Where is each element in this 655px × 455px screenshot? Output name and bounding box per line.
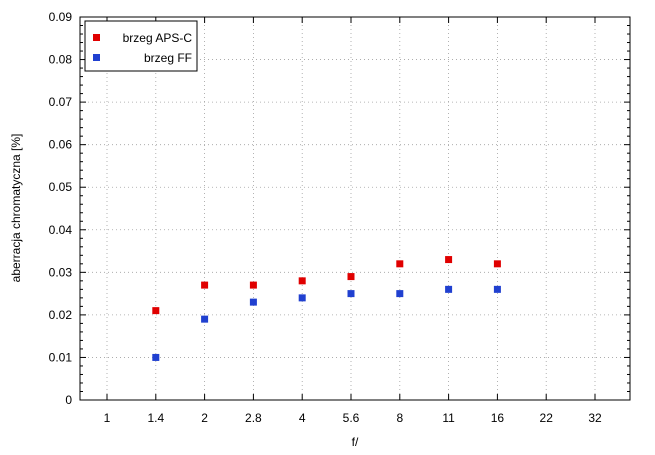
plot-frame bbox=[79, 16, 631, 401]
data-point-ff bbox=[152, 353, 160, 361]
x-tick-label: 1.4 bbox=[147, 411, 164, 425]
x-axis-title: f/ bbox=[352, 435, 359, 449]
data-point-ff bbox=[249, 298, 257, 306]
data-point-aps-c bbox=[396, 260, 404, 268]
x-tick-label: 2.8 bbox=[245, 411, 262, 425]
y-tick-label: 0.03 bbox=[49, 265, 73, 279]
x-tick-label: 8 bbox=[396, 411, 403, 425]
y-tick-label: 0.07 bbox=[49, 95, 73, 109]
data-point-aps-c bbox=[152, 307, 160, 315]
legend-label-ff: brzeg FF bbox=[144, 51, 192, 65]
y-tick-label: 0.02 bbox=[49, 308, 73, 322]
y-tick-label: 0.09 bbox=[49, 10, 73, 24]
legend-marker-ff bbox=[93, 54, 100, 61]
data-point-aps-c bbox=[201, 281, 209, 289]
legend: brzeg APS-C brzeg FF bbox=[84, 20, 198, 72]
legend-marker-aps-c bbox=[93, 34, 100, 41]
axis-ticks bbox=[80, 16, 630, 401]
data-point-ff bbox=[493, 285, 501, 293]
data-point-ff bbox=[445, 285, 453, 293]
x-tick-label: 11 bbox=[442, 411, 455, 425]
legend-box bbox=[84, 20, 198, 72]
data-point-ff bbox=[201, 315, 209, 323]
x-tick-label: 22 bbox=[540, 411, 554, 425]
data-points bbox=[152, 256, 501, 361]
y-tick-label: 0.01 bbox=[49, 350, 73, 364]
y-tick-label: 0 bbox=[65, 393, 72, 407]
x-tick-label: 5.6 bbox=[343, 411, 360, 425]
data-point-aps-c bbox=[445, 256, 453, 264]
x-tick-label: 4 bbox=[299, 411, 306, 425]
y-axis-title: aberracja chromatyczna [%] bbox=[9, 134, 23, 283]
y-tick-label: 0.04 bbox=[49, 223, 73, 237]
y-tick-label: 0.06 bbox=[49, 138, 73, 152]
legend-label-aps-c: brzeg APS-C bbox=[123, 31, 193, 45]
data-point-ff bbox=[298, 294, 306, 302]
data-point-ff bbox=[396, 290, 404, 298]
data-point-aps-c bbox=[347, 273, 355, 281]
grid-lines bbox=[80, 17, 630, 400]
x-tick-label: 2 bbox=[201, 411, 208, 425]
x-tick-label: 1 bbox=[104, 411, 111, 425]
data-point-ff bbox=[347, 290, 355, 298]
data-point-aps-c bbox=[298, 277, 306, 285]
x-tick-label: 32 bbox=[588, 411, 602, 425]
tick-labels: 0 0.01 0.02 0.03 0.04 0.05 0.06 0.07 0.08 0.09 1 1.… bbox=[49, 10, 602, 425]
data-point-aps-c bbox=[249, 281, 257, 289]
y-tick-label: 0.08 bbox=[49, 53, 73, 67]
x-tick-label: 16 bbox=[491, 411, 505, 425]
y-tick-label: 0.05 bbox=[49, 180, 73, 194]
data-point-aps-c bbox=[493, 260, 501, 268]
